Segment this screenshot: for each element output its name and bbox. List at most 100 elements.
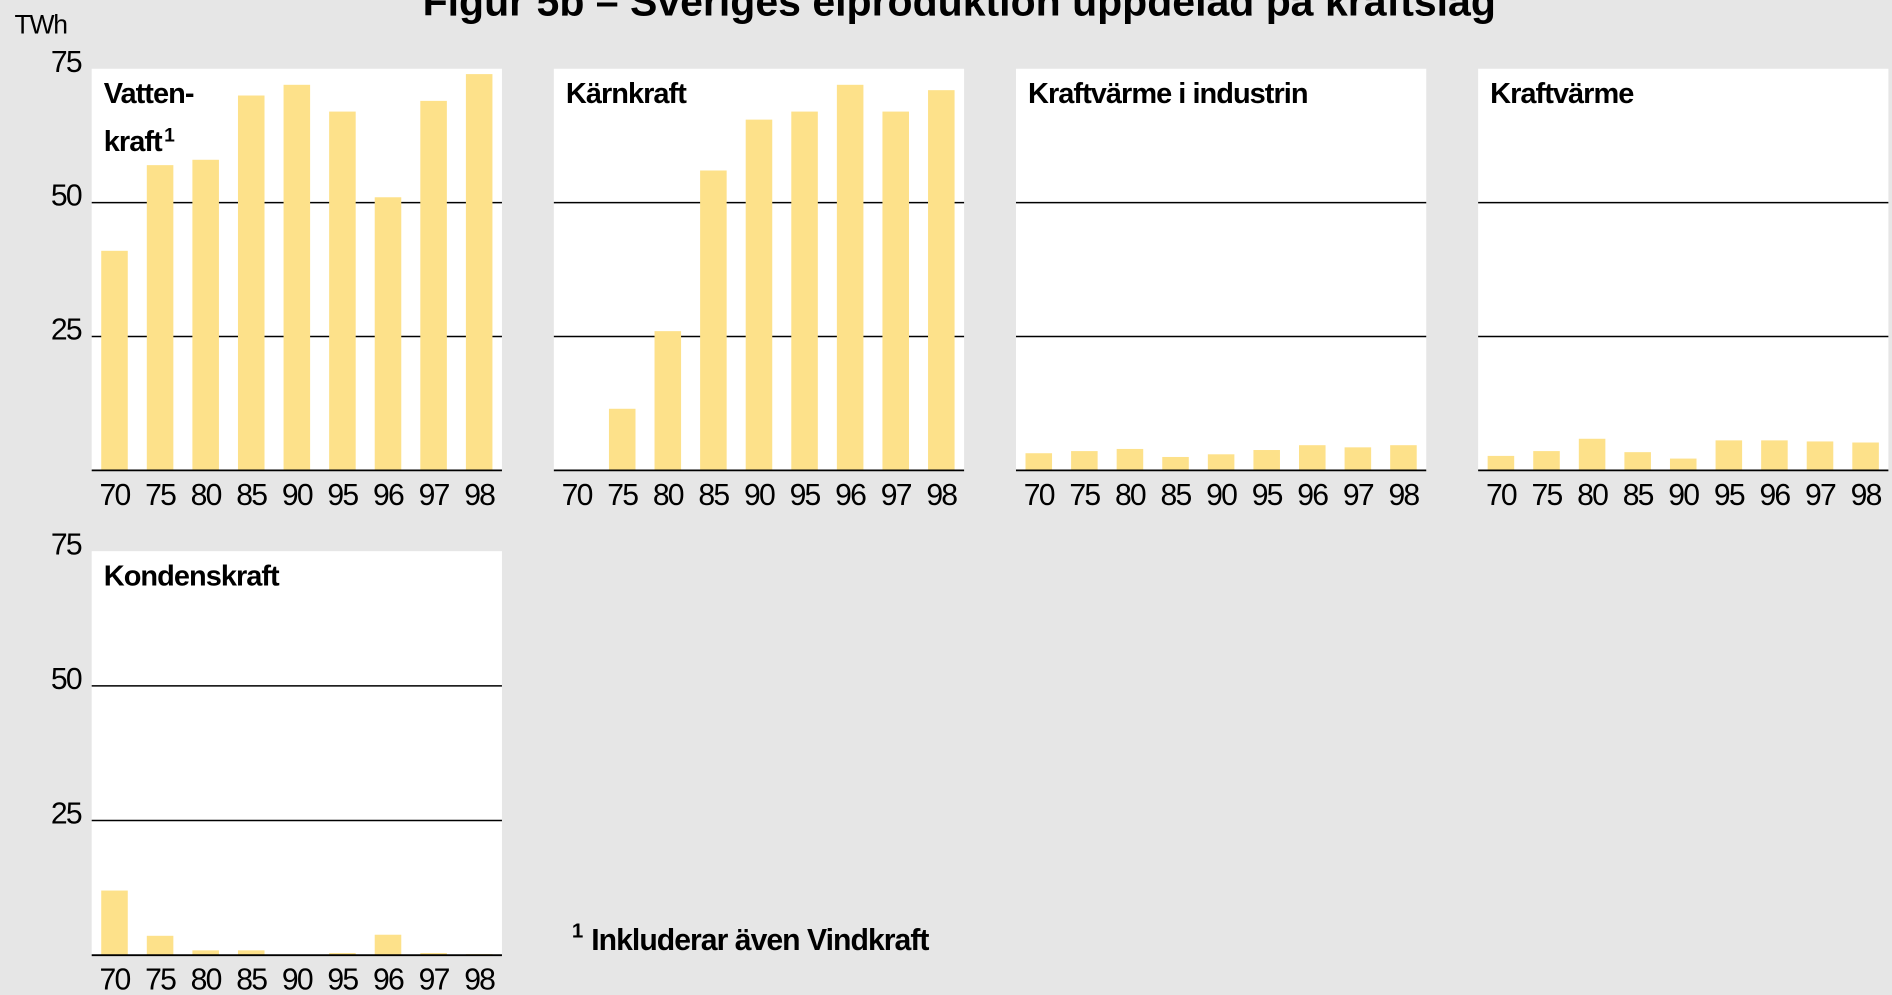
panel xyxy=(1478,68,1889,471)
x-tick-label: 80 xyxy=(191,964,222,995)
panel-title: Kraftvärme i industrin xyxy=(1028,78,1308,110)
bar xyxy=(283,84,311,471)
x-tick-label: 96 xyxy=(373,964,404,995)
x-tick-label: 80 xyxy=(1115,479,1146,512)
footnote: Inkluderar även Vindkraft xyxy=(591,924,929,957)
x-tick-label: 90 xyxy=(1668,479,1699,512)
bar xyxy=(237,95,265,471)
x-tick-label: 70 xyxy=(1024,479,1055,512)
bar xyxy=(1533,451,1560,471)
x-tick-label: 90 xyxy=(282,964,313,995)
bar xyxy=(654,331,682,471)
bar xyxy=(1852,442,1879,471)
y-tick-label: 50 xyxy=(51,180,82,213)
panel xyxy=(91,551,502,956)
bar xyxy=(329,111,356,471)
bar xyxy=(1116,448,1144,471)
bar xyxy=(1487,455,1515,471)
bar xyxy=(1299,445,1326,471)
x-tick-label: 70 xyxy=(562,479,593,512)
x-tick-label: 95 xyxy=(1714,479,1745,512)
x-tick-label: 98 xyxy=(464,964,495,995)
panel xyxy=(1015,68,1427,471)
x-tick-label: 70 xyxy=(100,479,131,512)
x-tick-label: 75 xyxy=(607,479,638,512)
bar xyxy=(465,74,493,471)
bar xyxy=(101,890,128,956)
bar xyxy=(192,159,219,471)
bar xyxy=(1071,451,1098,471)
panel-title: kraft xyxy=(104,126,163,158)
x-tick-label: 98 xyxy=(1388,479,1419,512)
y-tick-label: 25 xyxy=(51,314,82,347)
footnote-mark: 1 xyxy=(164,125,175,146)
x-tick-label: 80 xyxy=(1577,479,1608,512)
bar xyxy=(1025,453,1053,471)
bar xyxy=(420,953,447,956)
bar xyxy=(928,90,955,471)
x-tick-label: 96 xyxy=(1297,479,1328,512)
x-tick-label: 80 xyxy=(653,479,684,512)
bar xyxy=(374,934,402,956)
bar xyxy=(1162,456,1189,471)
x-tick-label: 97 xyxy=(419,479,450,512)
bar xyxy=(101,250,128,471)
x-tick-label: 98 xyxy=(1851,479,1882,512)
x-tick-label: 75 xyxy=(1532,479,1563,512)
x-tick-label: 98 xyxy=(464,479,495,512)
x-tick-label: 95 xyxy=(327,479,358,512)
bar xyxy=(1344,447,1372,471)
x-tick-label: 95 xyxy=(1252,479,1283,512)
x-tick-label: 97 xyxy=(881,479,912,512)
x-tick-label: 90 xyxy=(1206,479,1237,512)
x-tick-label: 95 xyxy=(790,479,821,512)
x-tick-label: 80 xyxy=(191,479,222,512)
panel-title: Kärnkraft xyxy=(566,78,687,110)
bar xyxy=(1390,445,1417,471)
bar xyxy=(1806,441,1834,471)
bar xyxy=(1207,454,1235,471)
x-tick-label: 85 xyxy=(698,479,729,512)
x-tick-label: 96 xyxy=(373,479,404,512)
bar xyxy=(192,950,219,956)
bar xyxy=(836,84,864,471)
bar xyxy=(420,100,447,471)
bar xyxy=(745,119,773,471)
bar xyxy=(882,111,909,471)
panel-title: Vatten- xyxy=(104,78,194,110)
x-tick-label: 97 xyxy=(1343,479,1374,512)
footnote-mark: 1 xyxy=(572,920,583,943)
x-tick-label: 70 xyxy=(100,964,131,995)
x-tick-label: 75 xyxy=(1069,479,1100,512)
bar xyxy=(1761,440,1788,471)
bar xyxy=(329,953,356,956)
x-tick-label: 97 xyxy=(419,964,450,995)
bar xyxy=(1669,458,1697,471)
x-tick-label: 85 xyxy=(236,964,267,995)
bar xyxy=(700,170,727,471)
panel-title: Kondenskraft xyxy=(104,560,280,592)
panel-title: Kraftvärme xyxy=(1490,78,1634,110)
bar xyxy=(1253,450,1280,471)
bar xyxy=(1578,438,1606,471)
y-tick-label: 75 xyxy=(51,528,82,561)
bar xyxy=(1715,440,1743,471)
x-tick-label: 70 xyxy=(1486,479,1517,512)
y-tick-label: 50 xyxy=(51,663,82,696)
x-tick-label: 96 xyxy=(835,479,866,512)
x-tick-label: 75 xyxy=(145,964,176,995)
bar xyxy=(146,935,174,956)
y-tick-label: 75 xyxy=(51,46,82,79)
bar xyxy=(791,111,818,471)
x-tick-label: 85 xyxy=(1623,479,1654,512)
x-tick-label: 96 xyxy=(1759,479,1790,512)
x-tick-label: 85 xyxy=(1161,479,1192,512)
y-tick-label: 25 xyxy=(51,798,82,831)
unit-label: TWh xyxy=(14,10,67,40)
x-tick-label: 97 xyxy=(1805,479,1836,512)
x-tick-label: 98 xyxy=(926,479,957,512)
x-tick-label: 75 xyxy=(145,479,176,512)
chart-title: Figur 5b – Sveriges elproduktion uppdela… xyxy=(423,0,1496,25)
bar xyxy=(608,408,636,471)
